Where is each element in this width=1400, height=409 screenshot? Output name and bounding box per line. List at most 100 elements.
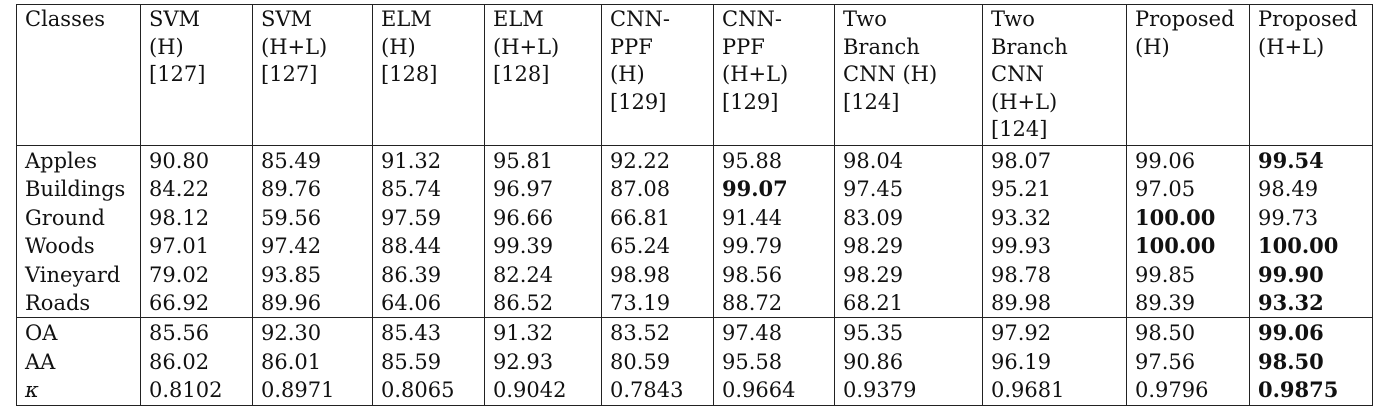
value-cell: 91.44 [713,203,835,233]
column-header-line: CNN- [722,7,782,31]
column-header-line: (H) [1135,34,1170,59]
column-header-line: Classes [25,7,106,31]
value-cell: 98.07 [982,145,1127,176]
value-cell: 100.00 [1126,232,1250,261]
value-cell: 99.39 [484,232,602,261]
value-cell: 87.08 [601,175,714,204]
value-cell: 0.8971 [252,376,373,406]
value-cell: 0.9042 [484,376,602,406]
value-cell: 83.09 [834,203,983,233]
value-cell: 99.90 [1249,260,1373,290]
row-label: AA [16,347,141,377]
results-table-container: Classes SVM (H) [127] SVM (H+L) [127] ELM (H) [12… [16,4,1373,406]
column-header-line: SVM [149,7,201,31]
table-row: Woods 97.01 97.42 88.44 99.39 65.24 99.79 98.29… [16,232,1373,261]
table-row: Apples 90.80 85.49 91.32 95.81 92.22 95.88 98.0… [16,145,1373,176]
value-cell: 99.07 [713,175,835,204]
value-cell: 88.44 [372,232,485,261]
value-cell: 97.45 [834,175,983,204]
value-cell: 92.93 [484,347,602,377]
column-header-line: [129] [610,89,667,114]
column-header-line: PPF [722,34,765,59]
table-row: Roads 66.92 89.96 64.06 86.52 73.19 88.72 68.21… [16,289,1373,318]
value-cell: 0.9379 [834,376,983,406]
value-cell: 85.56 [140,317,253,348]
value-cell: 0.8102 [140,376,253,406]
value-cell: 83.52 [601,317,714,348]
value-cell: 0.7843 [601,376,714,406]
value-cell: 95.88 [713,145,835,176]
value-cell: 0.8065 [372,376,485,406]
value-cell: 90.86 [834,347,983,377]
value-cell: 85.43 [372,317,485,348]
value-cell: 65.24 [601,232,714,261]
column-header: Proposed (H) [1126,4,1250,146]
value-cell: 98.12 [140,203,253,233]
column-header-line: Two [843,7,887,31]
column-header-line: ELM [493,7,544,31]
value-cell: 91.32 [484,317,602,348]
results-table: Classes SVM (H) [127] SVM (H+L) [127] ELM (H) [12… [16,4,1373,406]
value-cell: 85.74 [372,175,485,204]
value-cell: 97.48 [713,317,835,348]
value-cell: 85.49 [252,145,373,176]
value-cell: 66.81 [601,203,714,233]
column-header-line: (H+L) [722,62,789,86]
value-cell: 95.81 [484,145,602,176]
column-header-line: (H+L) [261,34,328,59]
value-cell: 89.98 [982,289,1127,318]
value-cell: 86.52 [484,289,602,318]
value-cell: 98.50 [1126,317,1250,348]
table-header: Classes SVM (H) [127] SVM (H+L) [127] ELM (H) [12… [16,4,1373,146]
value-cell: 97.56 [1126,347,1250,377]
column-header-line: Proposed [1258,7,1358,31]
value-cell: 97.92 [982,317,1127,348]
value-cell: 99.93 [982,232,1127,261]
column-header-line: PPF [610,34,653,59]
table-body: Apples 90.80 85.49 91.32 95.81 92.22 95.88 98.0… [16,145,1373,406]
column-header-line: (H+L) [991,89,1058,114]
value-cell: 99.73 [1249,203,1373,233]
column-header-line: (H+L) [493,34,560,59]
value-cell: 97.05 [1126,175,1250,204]
column-header-line: [129] [722,89,779,114]
value-cell: 73.19 [601,289,714,318]
column-header-line: Two [991,7,1035,31]
row-label: Vineyard [16,260,141,290]
value-cell: 96.66 [484,203,602,233]
column-header-line: [124] [843,89,900,114]
value-cell: 92.30 [252,317,373,348]
value-cell: 92.22 [601,145,714,176]
column-header-line: (H+L) [1258,34,1325,59]
value-cell: 95.58 [713,347,835,377]
column-header: Proposed (H+L) [1249,4,1373,146]
value-cell: 98.98 [601,260,714,290]
value-cell: 96.19 [982,347,1127,377]
table-row: Vineyard 79.02 93.85 86.39 82.24 98.98 98.56 98… [16,260,1373,290]
value-cell: 97.59 [372,203,485,233]
row-label: κ [16,376,141,406]
value-cell: 98.50 [1249,347,1373,377]
value-cell: 68.21 [834,289,983,318]
column-header-line: [124] [991,117,1048,141]
column-header-line: [128] [381,62,438,86]
value-cell: 99.06 [1126,145,1250,176]
value-cell: 59.56 [252,203,373,233]
value-cell: 88.72 [713,289,835,318]
value-cell: 98.56 [713,260,835,290]
value-cell: 93.85 [252,260,373,290]
column-header-line: [127] [149,62,206,86]
value-cell: 100.00 [1126,203,1250,233]
value-cell: 91.32 [372,145,485,176]
value-cell: 0.9664 [713,376,835,406]
value-cell: 79.02 [140,260,253,290]
table-row: Ground 98.12 59.56 97.59 96.66 66.81 91.44 83.0… [16,203,1373,233]
column-header: ELM (H) [128] [372,4,485,146]
value-cell: 86.39 [372,260,485,290]
column-header-line: (H) [381,34,416,59]
column-header: Two Branch CNN (H) [124] [834,4,983,146]
column-header: Two Branch CNN (H+L) [124] [982,4,1127,146]
row-label: Apples [16,145,141,176]
value-cell: 85.59 [372,347,485,377]
value-cell: 93.32 [1249,289,1373,318]
